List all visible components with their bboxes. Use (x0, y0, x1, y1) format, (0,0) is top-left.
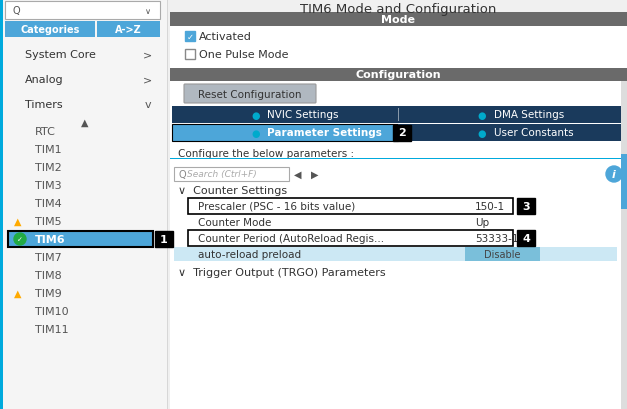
Bar (170, 82, 627, 409)
Text: Counter Period (AutoReload Regis...: Counter Period (AutoReload Regis... (198, 234, 384, 243)
Text: TIM1: TIM1 (35, 145, 61, 155)
Bar (5, 62, 160, 63)
Bar (0, 0, 3, 409)
Text: User Constants: User Constants (493, 128, 573, 138)
Text: Reset Configuration: Reset Configuration (198, 89, 302, 99)
Text: Q: Q (179, 170, 187, 180)
Bar (399, 125, 625, 142)
Text: Configuration: Configuration (356, 70, 441, 80)
Text: Q: Q (13, 6, 21, 16)
Text: One Pulse Mode: One Pulse Mode (199, 50, 288, 60)
Bar (5, 114, 160, 115)
Text: ∨: ∨ (145, 7, 151, 16)
Text: Mode: Mode (381, 15, 416, 25)
Bar (155, 231, 173, 247)
Text: ●: ● (251, 128, 260, 138)
Bar (0, 0, 167, 409)
Bar (185, 50, 195, 60)
Bar (5, 112, 160, 113)
Text: A->Z: A->Z (115, 25, 141, 35)
Text: Timers: Timers (25, 100, 63, 110)
Bar (621, 155, 627, 209)
Text: TIM10: TIM10 (35, 306, 68, 316)
Text: 1: 1 (160, 234, 168, 245)
Text: Prescaler (PSC - 16 bits value): Prescaler (PSC - 16 bits value) (198, 202, 356, 211)
Bar (5, 87, 160, 88)
Bar (172, 125, 399, 142)
Text: ✓: ✓ (186, 32, 194, 41)
Text: TIM6 Mode and Configuration: TIM6 Mode and Configuration (300, 2, 497, 16)
Text: TIM9: TIM9 (35, 288, 61, 298)
Text: System Core: System Core (25, 50, 96, 60)
Bar (394, 125, 411, 141)
Bar (517, 198, 535, 214)
Text: ●: ● (478, 110, 486, 120)
Text: Configure the below parameters :: Configure the below parameters : (178, 148, 354, 159)
Text: ▲: ▲ (14, 216, 22, 227)
Text: DMA Settings: DMA Settings (493, 110, 564, 120)
Bar (5, 2, 160, 20)
Text: ∨  Counter Settings: ∨ Counter Settings (178, 186, 287, 196)
Text: >: > (144, 75, 152, 85)
Text: 2: 2 (399, 128, 406, 138)
Bar (185, 32, 195, 42)
Text: RTC: RTC (35, 127, 56, 137)
Text: TIM5: TIM5 (35, 216, 61, 227)
Bar (174, 168, 289, 182)
Text: >: > (144, 50, 152, 60)
Text: ✓: ✓ (17, 236, 23, 243)
Bar (97, 22, 160, 38)
Text: Activated: Activated (199, 32, 252, 42)
Bar (465, 247, 540, 261)
Bar (5, 22, 95, 38)
FancyBboxPatch shape (184, 85, 316, 104)
Text: TIM3: TIM3 (35, 180, 61, 191)
Text: TIM6: TIM6 (35, 234, 66, 245)
Text: NVIC Settings: NVIC Settings (267, 110, 339, 120)
Text: Counter Mode: Counter Mode (198, 218, 271, 227)
Text: Up: Up (475, 218, 489, 227)
Text: Analog: Analog (25, 75, 63, 85)
Text: TIM8: TIM8 (35, 270, 61, 280)
Text: ▲: ▲ (14, 288, 22, 298)
Text: Categories: Categories (20, 25, 80, 35)
Circle shape (606, 166, 622, 182)
Circle shape (14, 234, 26, 245)
Bar (172, 107, 625, 124)
Text: TIM4: TIM4 (35, 198, 61, 209)
Bar (188, 198, 513, 214)
Text: Disable: Disable (484, 249, 520, 259)
Text: TIM2: TIM2 (35, 163, 61, 173)
Bar (170, 158, 627, 160)
Text: ▶: ▶ (311, 170, 319, 180)
Text: Search (Ctrl+F): Search (Ctrl+F) (187, 170, 256, 179)
Text: i: i (612, 170, 616, 180)
Text: TIM7: TIM7 (35, 252, 61, 262)
Bar (8, 231, 153, 247)
Text: ●: ● (478, 128, 486, 138)
Bar (170, 0, 627, 409)
Text: Parameter Settings: Parameter Settings (267, 128, 382, 138)
Text: TIM11: TIM11 (35, 324, 68, 334)
Bar (174, 247, 617, 261)
Text: ◀: ◀ (294, 170, 302, 180)
Text: ∨  Trigger Output (TRGO) Parameters: ∨ Trigger Output (TRGO) Parameters (178, 267, 386, 277)
Bar (170, 69, 627, 82)
Bar (170, 27, 627, 69)
Text: ●: ● (251, 110, 260, 120)
Bar (621, 82, 627, 409)
Text: 53333-1: 53333-1 (475, 234, 519, 243)
Text: v: v (145, 100, 151, 110)
Text: 4: 4 (522, 234, 530, 243)
Text: ▲: ▲ (82, 118, 89, 128)
Bar (517, 230, 535, 246)
Text: 3: 3 (522, 202, 530, 211)
Bar (188, 230, 513, 246)
Text: 150-1: 150-1 (475, 202, 505, 211)
Text: auto-reload preload: auto-reload preload (198, 249, 301, 259)
Bar (170, 13, 627, 27)
